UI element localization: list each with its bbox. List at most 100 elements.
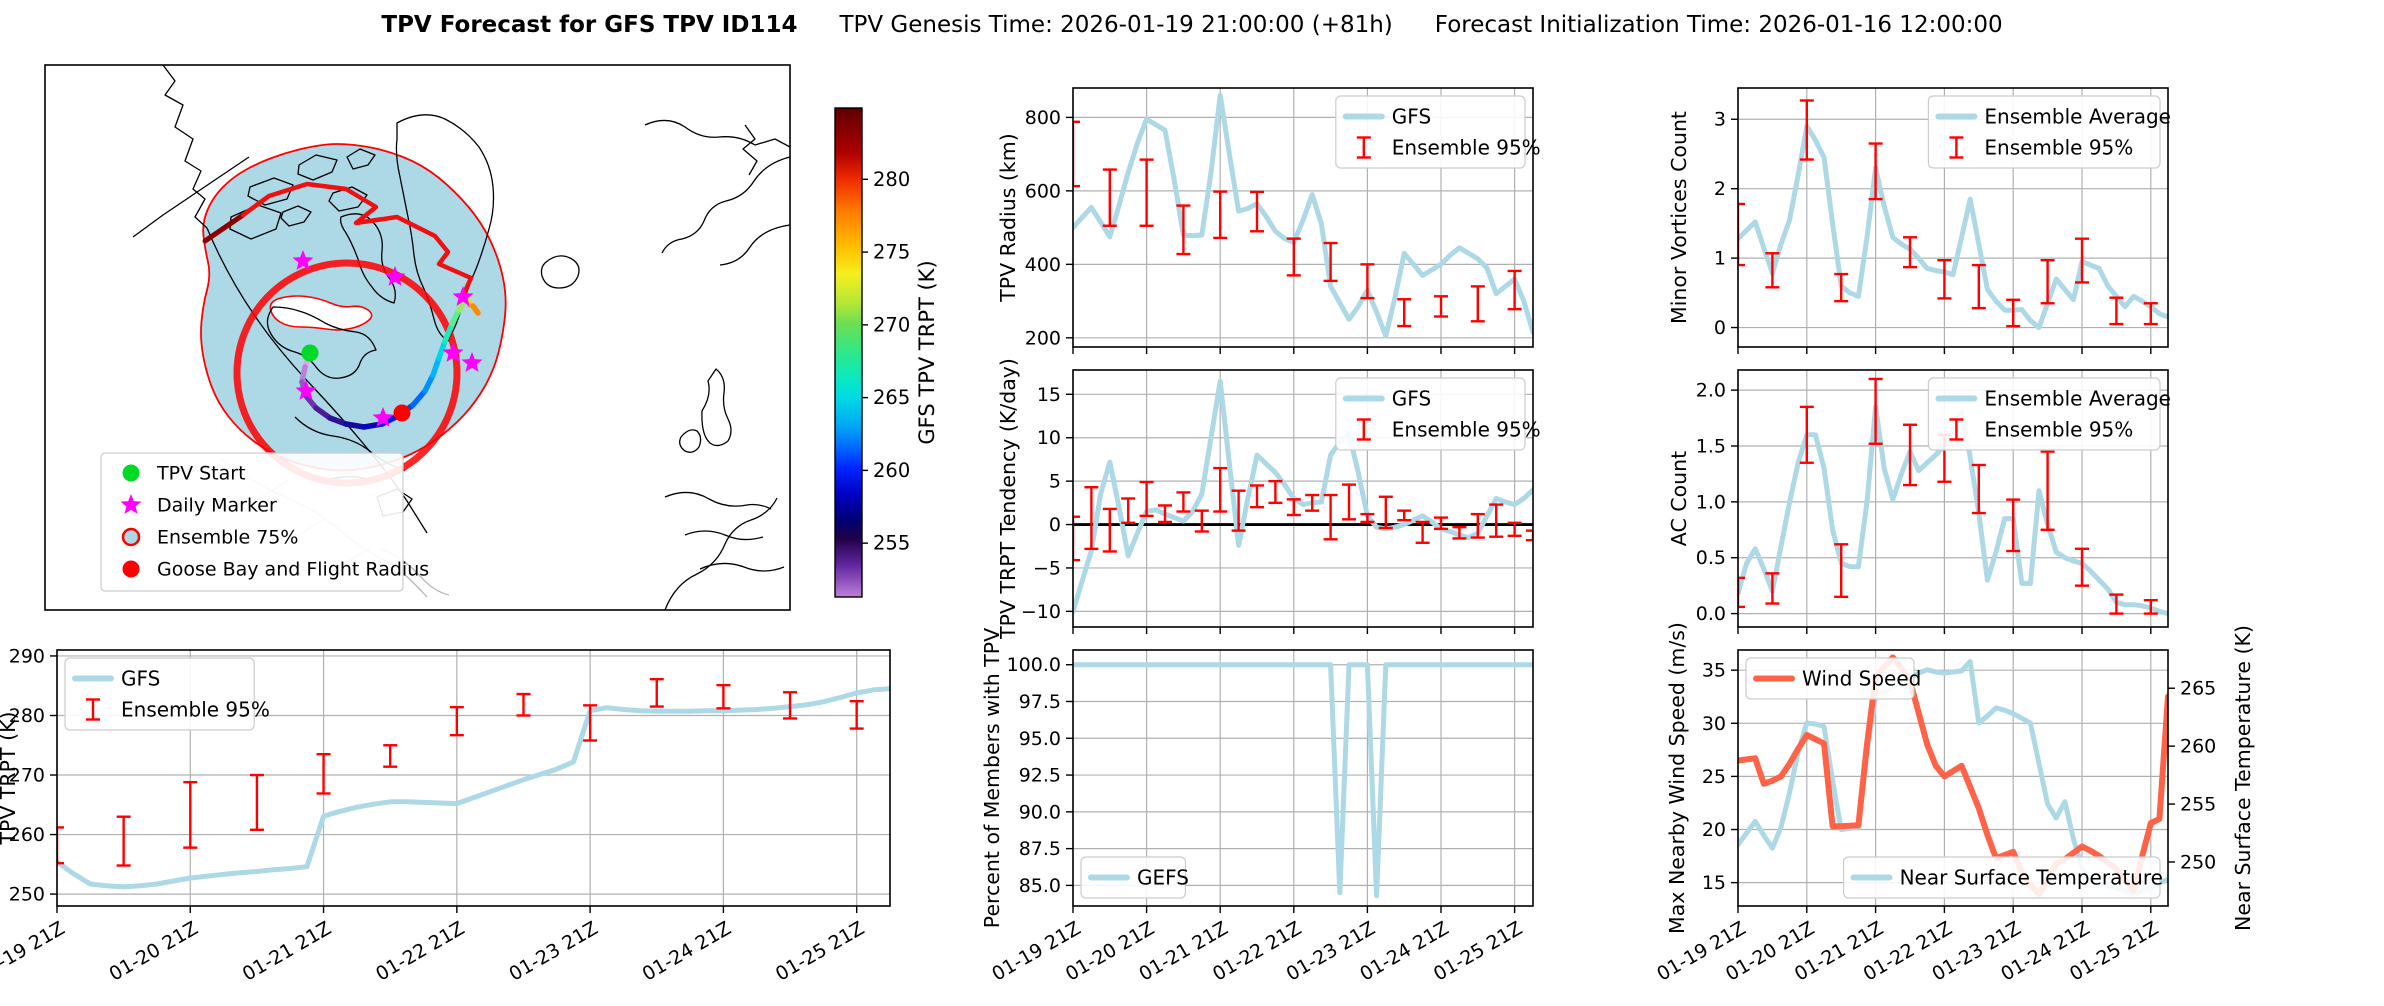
colorbar-tick-label: 280 [873,168,910,191]
y-axis-label: TPV TRPT (K) [0,711,20,845]
y-axis-label: Minor Vortices Count [1667,111,1691,324]
right-ytick-label: 250 [2180,851,2216,873]
error-bars [1738,99,2158,328]
tick-marks [1066,393,1516,634]
ytick-label: 30 [1702,713,1726,735]
tick-marks [1066,116,1516,354]
ytick-label: 90.0 [1019,801,1061,823]
ytick-label: 95.0 [1019,728,1061,750]
ytick-label: 0 [1049,514,1061,536]
map-coastlines [132,64,791,611]
legend-label: GFS [1392,387,1431,411]
ytick-label: 100.0 [1007,654,1061,676]
error-bars [1738,377,2158,615]
legend: GFS Ensemble 95% [1335,377,1541,451]
ytick-label: 0.5 [1696,547,1726,569]
legend-label: GEFS [1137,866,1189,890]
ytick-label: 20 [1702,819,1726,841]
daily-marker-star [452,286,474,306]
ytick-label: 3 [1714,109,1726,131]
ytick-label: 290 [9,645,45,667]
ytick-label: 400 [1025,254,1061,276]
magenta-star-icon [120,494,142,514]
series-line-gefs [1073,662,1533,899]
error-bars [57,677,864,867]
chart-minor: 0 1 2 3 Minor Vortices Count Ensemble Average… [1667,87,2171,354]
ensemble-75-hole [269,295,373,331]
map-legend: TPV Start Daily Marker Ensemble 75% Goose B… [100,452,429,592]
legend-label: GFS [1392,105,1431,129]
right-ytick-label: 265 [2180,678,2216,700]
xtick-label: 01-23 21Z [505,917,601,985]
legend-label: Ensemble Average [1984,105,2171,129]
map-panel: TPV Start Daily Marker Ensemble 75% Goose B… [44,64,791,611]
tick-marks [1731,118,2152,354]
series-line-wind-speed [1738,654,2168,898]
tick-marks [1731,389,2152,634]
legend: GFS Ensemble 95% [64,657,270,731]
colorbar-gradient [834,107,863,598]
ytick-label: 25 [1702,766,1726,788]
legend-label: Ensemble 95% [1984,418,2133,442]
plot-border [1072,649,1534,907]
plot-area-minor: 0 1 2 3 Minor Vortices Count Ensemble Average… [1667,87,2171,354]
colorbar-tick-label: 270 [873,313,910,336]
ytick-label: 250 [9,884,45,906]
legend: Near Surface Temperature [1842,856,2163,899]
ytick-label: 1 [1714,248,1726,270]
error-bars [1073,120,1522,328]
legend-label: GFS [121,667,160,691]
title-genesis-time: TPV Genesis Time: 2026-01-19 21:00:00 (+… [839,12,1393,38]
tick-marks [1731,669,2175,913]
colorbar-tick-label: 255 [873,532,910,555]
map-legend-label: Ensemble 75% [157,527,298,549]
ytick-label: 280 [9,705,45,727]
ytick-label: 10 [1037,427,1061,449]
ytick-label: 85.0 [1019,875,1061,897]
daily-marker-star [292,250,314,270]
legend: GEFS [1080,856,1189,899]
ytick-label: 800 [1025,107,1061,129]
daily-marker-star [295,380,317,400]
ytick-label: 35 [1702,660,1726,682]
map-legend-label: Daily Marker [157,495,277,517]
legend: Ensemble Average Ensemble 95% [1927,377,2171,451]
plot-border [1737,87,2169,348]
chart-trpt: 250 260 270 280 290 01-19 21Z 01-20 21Z 01-21 2… [0,645,891,986]
daily-markers [292,250,483,427]
ensemble-circle-icon [121,527,141,547]
legend-label: Ensemble 95% [1392,418,1541,442]
legend: Wind Speed [1745,657,1921,700]
ytick-label: 15 [1702,872,1726,894]
legend-label: Ensemble 95% [1392,136,1541,160]
colorbar-tick-label: 265 [873,386,910,409]
series-line-gfs [1073,92,1533,339]
plot-border [1737,649,2169,907]
daily-marker-star [461,352,483,372]
series-line-gfs [1073,378,1533,614]
ytick-label: 1.0 [1696,491,1726,513]
map-border [44,64,791,611]
y-axis-label: TPV Radius (km) [996,133,1020,303]
legend-label: Ensemble 95% [1984,136,2133,160]
legend-label: Ensemble Average [1984,387,2171,411]
right-ytick-label: 260 [2180,736,2216,758]
ytick-label: 270 [9,765,45,787]
xtick-label: 01-20 21Z [106,917,202,985]
y-axis-label: Max Nearby Wind Speed (m/s) [1665,622,1689,934]
red-dot-icon [122,560,140,578]
series-line-ensemble-average [1738,123,2168,331]
tick-marks [50,655,858,913]
plot-area-trpt: 250 260 270 280 290 01-19 21Z 01-20 21Z 01-21 2… [0,645,891,986]
right-y-axis-label: Near Surface Temperature (K) [2231,625,2255,931]
legend-label: Ensemble 95% [121,698,270,722]
track-darkred-segment [202,212,246,244]
legend: GFS Ensemble 95% [1335,95,1541,169]
legend-label: Wind Speed [1802,667,1921,691]
